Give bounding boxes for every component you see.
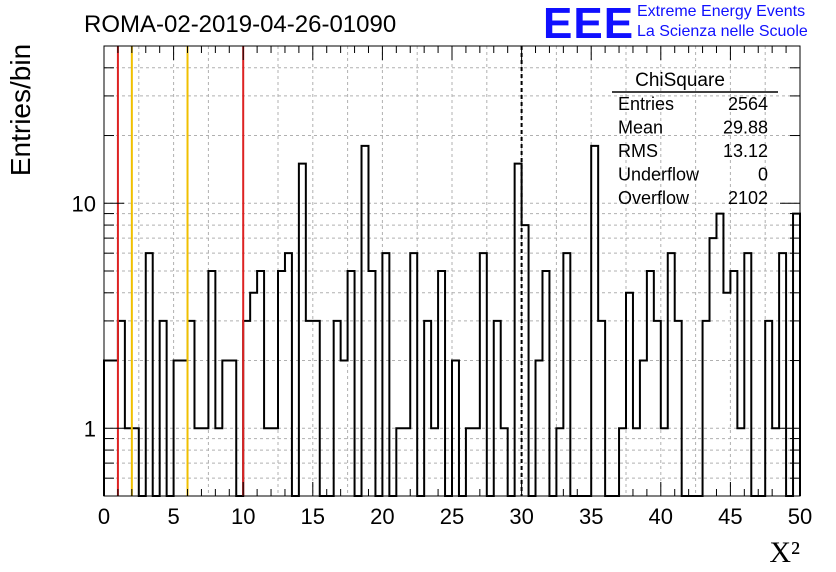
histogram-bin bbox=[285, 253, 292, 496]
x-tick-label: 20 bbox=[370, 504, 394, 529]
histogram-bin bbox=[744, 253, 751, 496]
histogram-bin bbox=[654, 321, 661, 496]
axis-ticks: 0 5 10 15 20 25 30 35 40 45 50 1 10 bbox=[72, 45, 812, 529]
x-tick-label: 40 bbox=[649, 504, 673, 529]
histogram-bin bbox=[723, 293, 730, 496]
histogram-bin bbox=[703, 321, 710, 496]
histogram-bin bbox=[278, 271, 285, 496]
stats-label: Overflow bbox=[618, 188, 690, 208]
org-line-1: Extreme Energy Events bbox=[637, 3, 806, 20]
histogram-bin bbox=[668, 253, 675, 496]
histogram-bin bbox=[257, 271, 264, 496]
histogram-bin bbox=[250, 293, 257, 496]
stats-label: Entries bbox=[618, 94, 674, 114]
histogram-bin bbox=[410, 253, 417, 496]
histogram-bin bbox=[243, 321, 250, 496]
y-tick-label: 1 bbox=[84, 416, 96, 441]
histogram-bin bbox=[368, 271, 375, 496]
histogram-bin bbox=[160, 321, 167, 496]
org-name: Extreme Energy Events La Scienza nelle S… bbox=[637, 2, 808, 42]
y-tick-label: 10 bbox=[72, 191, 96, 216]
stats-label: Mean bbox=[618, 118, 663, 138]
histogram-bin bbox=[675, 321, 682, 496]
x-tick-label: 45 bbox=[718, 504, 742, 529]
histogram-bin bbox=[730, 271, 737, 496]
stats-value: 13.12 bbox=[723, 141, 768, 161]
stats-label: RMS bbox=[618, 141, 658, 161]
histogram-bin bbox=[765, 321, 772, 496]
histogram-bin bbox=[480, 253, 487, 496]
stats-value: 2102 bbox=[728, 188, 768, 208]
x-tick-label: 5 bbox=[167, 504, 179, 529]
x-tick-label: 30 bbox=[509, 504, 533, 529]
histogram-bin bbox=[716, 214, 723, 496]
stats-value: 2564 bbox=[728, 94, 768, 114]
histogram-bin bbox=[438, 271, 445, 496]
histogram-bin bbox=[118, 321, 125, 496]
histogram-bin bbox=[626, 293, 633, 496]
x-tick-label: 15 bbox=[301, 504, 325, 529]
histogram-bin bbox=[208, 271, 215, 496]
org-line-2: La Scienza nelle Scuole bbox=[637, 23, 808, 40]
histogram-bin bbox=[563, 253, 570, 496]
stats-title: ChiSquare bbox=[635, 70, 725, 91]
histogram-bin bbox=[710, 238, 717, 496]
x-axis-label: X² bbox=[769, 536, 800, 569]
histogram-bin bbox=[188, 321, 195, 496]
histogram-bin bbox=[424, 321, 431, 496]
x-tick-label: 25 bbox=[440, 504, 464, 529]
histogram-bin bbox=[382, 253, 389, 496]
x-tick-label: 50 bbox=[788, 504, 812, 529]
reference-lines bbox=[116, 46, 523, 496]
eee-logo: EEE bbox=[543, 0, 635, 48]
histogram-bin bbox=[494, 321, 501, 496]
histogram-bin bbox=[542, 271, 549, 496]
stats-value: 0 bbox=[758, 165, 768, 185]
x-tick-label: 10 bbox=[231, 504, 255, 529]
histogram-bin bbox=[146, 253, 153, 496]
histogram-bin bbox=[647, 271, 654, 496]
histogram-bin bbox=[779, 253, 786, 496]
histogram-bin bbox=[793, 214, 800, 496]
histogram-bin bbox=[348, 271, 355, 496]
histogram-bin bbox=[334, 321, 341, 496]
histogram-bin bbox=[306, 321, 313, 496]
stats-value: 29.88 bbox=[723, 118, 768, 138]
x-tick-label: 0 bbox=[98, 504, 110, 529]
y-axis-label: Entries/bin bbox=[5, 44, 36, 176]
stats-box: ChiSquare Entries 2564 Mean 29.88 RMS 13.12 Un… bbox=[612, 70, 778, 208]
histogram-bin bbox=[598, 321, 605, 496]
stats-label: Underflow bbox=[618, 165, 700, 185]
x-tick-label: 35 bbox=[579, 504, 603, 529]
chart-title: ROMA-02-2019-04-26-01090 bbox=[84, 11, 396, 38]
histogram-bin bbox=[313, 321, 320, 496]
